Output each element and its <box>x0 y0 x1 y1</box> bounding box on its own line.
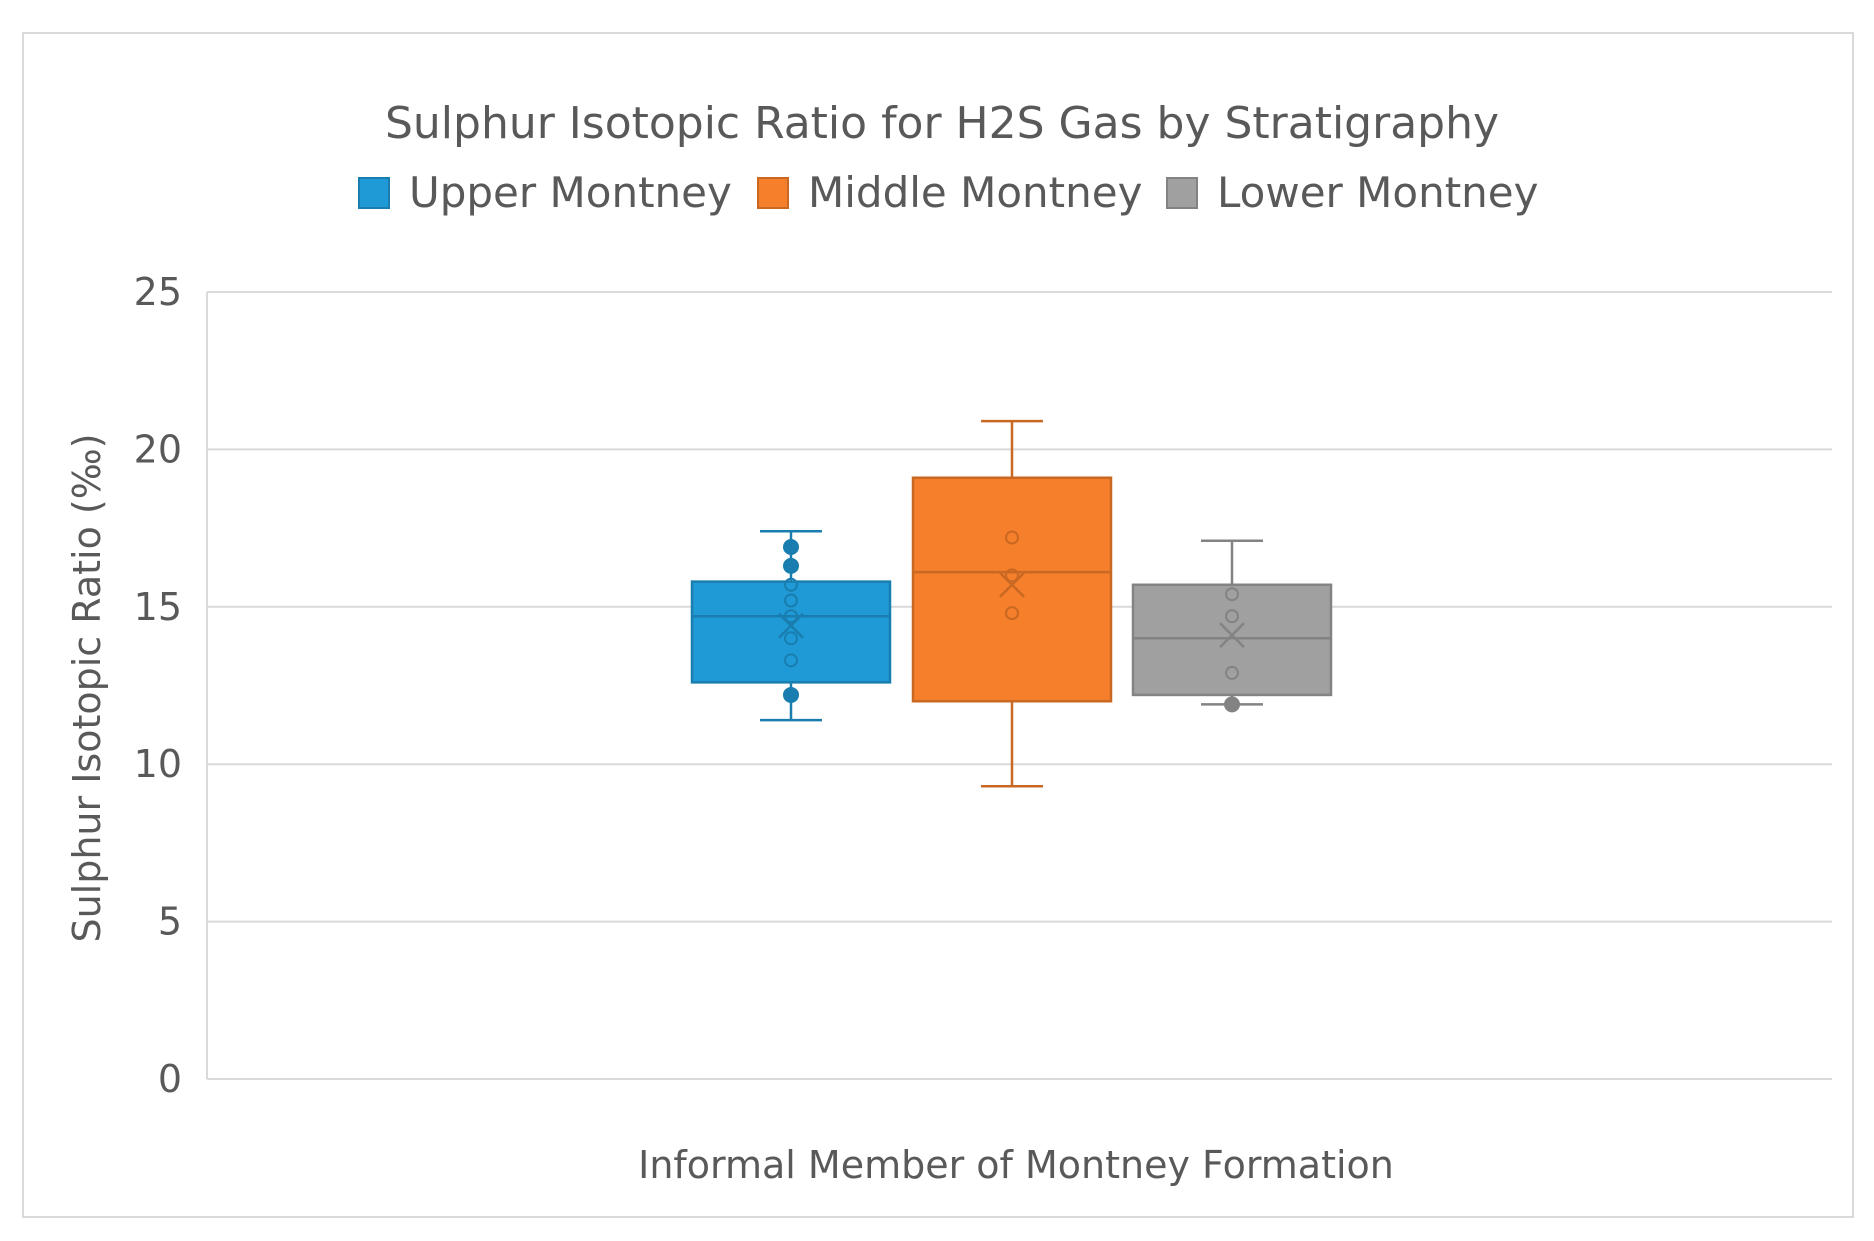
legend-swatch-1 <box>757 177 789 209</box>
data-point-0-3 <box>784 609 798 624</box>
legend-label-1: Middle Montney <box>808 168 1142 217</box>
data-point-1-2 <box>1005 530 1019 545</box>
mean-marker-2 <box>1219 622 1245 649</box>
legend-swatch-0 <box>358 177 390 209</box>
mean-marker-stroke-b-2 <box>1219 622 1245 649</box>
data-point-0-7 <box>783 538 799 555</box>
data-point-0-4 <box>784 593 798 608</box>
chart-svg: Sulphur Isotopic Ratio for H2S Gas by St… <box>65 98 1832 1187</box>
data-point-0-6 <box>783 557 799 574</box>
y-tick-label-25: 25 <box>134 270 182 314</box>
gridlines <box>207 291 1832 1080</box>
mean-marker-1 <box>999 571 1025 598</box>
y-tick-label-10: 10 <box>134 742 182 786</box>
box-1 <box>911 419 1113 788</box>
chart-frame: Sulphur Isotopic Ratio for H2S Gas by St… <box>22 32 1854 1218</box>
mean-marker-stroke-b-0 <box>778 612 804 639</box>
box-0 <box>690 529 892 722</box>
boxes <box>690 419 1333 788</box>
mean-marker-0 <box>778 612 804 639</box>
data-point-1-1 <box>1005 568 1019 583</box>
y-axis-label: Sulphur Isotopic Ratio (‰) <box>65 433 109 942</box>
data-point-2-3 <box>1225 587 1239 602</box>
data-point-0-1 <box>784 653 798 668</box>
y-tick-label-20: 20 <box>134 427 182 471</box>
x-axis-label: Informal Member of Montney Formation <box>638 1143 1394 1187</box>
box-rect-1 <box>911 476 1113 703</box>
y-tick-labels: 0 5 10 15 20 25 <box>134 270 182 1101</box>
box-rect-2 <box>1131 583 1333 697</box>
chart-title: Sulphur Isotopic Ratio for H2S Gas by St… <box>385 98 1499 149</box>
legend-swatch-2 <box>1166 177 1198 209</box>
data-point-0-0 <box>783 686 799 703</box>
legend-label-0: Upper Montney <box>409 168 732 217</box>
data-point-2-2 <box>1225 609 1239 624</box>
legend-label-2: Lower Montney <box>1217 168 1539 217</box>
y-tick-label-15: 15 <box>134 585 182 629</box>
data-point-0-2 <box>784 631 798 646</box>
data-point-2-1 <box>1225 665 1239 680</box>
mean-marker-stroke-b-1 <box>999 571 1025 598</box>
legend: Upper Montney Middle Montney Lower Montney <box>358 168 1539 217</box>
box-2 <box>1131 539 1333 713</box>
y-tick-label-0: 0 <box>158 1057 182 1101</box>
data-point-0-5 <box>784 577 798 592</box>
data-point-2-0 <box>1224 696 1240 713</box>
y-tick-label-5: 5 <box>158 900 182 944</box>
data-point-1-0 <box>1005 606 1019 621</box>
